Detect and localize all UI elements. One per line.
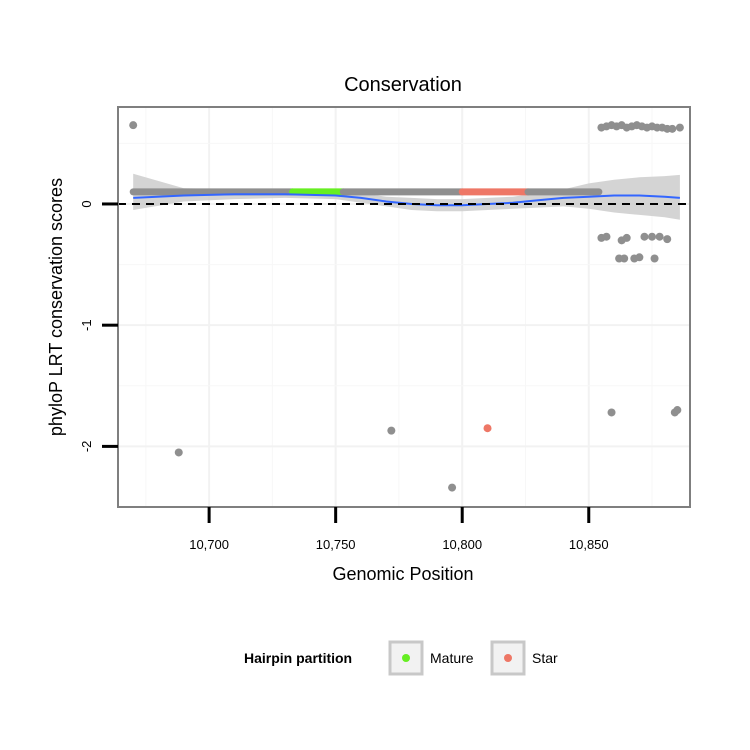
plot-panel <box>118 107 690 507</box>
point-other <box>174 448 183 457</box>
point-other <box>673 406 682 415</box>
point-other <box>668 124 677 133</box>
x-tick-label: 10,800 <box>442 537 482 552</box>
smooth-line <box>133 193 680 207</box>
point-other <box>648 232 657 241</box>
point-other <box>607 408 616 417</box>
point-other <box>675 123 684 132</box>
point-other <box>622 233 631 242</box>
point-other <box>387 426 396 435</box>
point-other <box>640 232 649 241</box>
y-tick-label: -1 <box>79 319 94 331</box>
x-tick-label: 10,750 <box>316 537 356 552</box>
legend-title: Hairpin partition <box>244 650 352 666</box>
points-layer <box>129 121 684 492</box>
legend: Hairpin partition Mature Star <box>244 640 558 676</box>
y-tick-label: -2 <box>79 441 94 453</box>
x-tick-label: 10,850 <box>569 537 609 552</box>
plot-panel-border <box>117 106 691 508</box>
smooth-line-layer <box>133 193 680 207</box>
legend-label-mature: Mature <box>430 650 474 666</box>
grid-lines <box>118 107 690 507</box>
x-axis: 10,700 10,750 10,800 10,850 <box>189 507 609 552</box>
y-axis: -2 -1 0 <box>79 200 118 452</box>
point-other <box>635 253 644 262</box>
point-star <box>483 424 492 433</box>
legend-swatch-mature <box>402 654 410 662</box>
point-other <box>663 235 672 244</box>
point-other <box>650 254 659 263</box>
legend-label-star: Star <box>532 650 558 666</box>
point-other <box>620 254 629 263</box>
x-tick-label: 10,700 <box>189 537 229 552</box>
point-other <box>655 232 664 241</box>
point-other <box>448 483 457 492</box>
y-axis-title: phyloP LRT conservation scores <box>46 178 66 436</box>
point-other <box>602 232 611 241</box>
legend-swatch-star <box>504 654 512 662</box>
point-other <box>129 121 138 130</box>
x-axis-title: Genomic Position <box>332 564 473 584</box>
y-tick-label: 0 <box>79 200 94 207</box>
chart-title: Conservation <box>344 74 462 96</box>
legend-entries: Mature Star <box>388 640 558 676</box>
